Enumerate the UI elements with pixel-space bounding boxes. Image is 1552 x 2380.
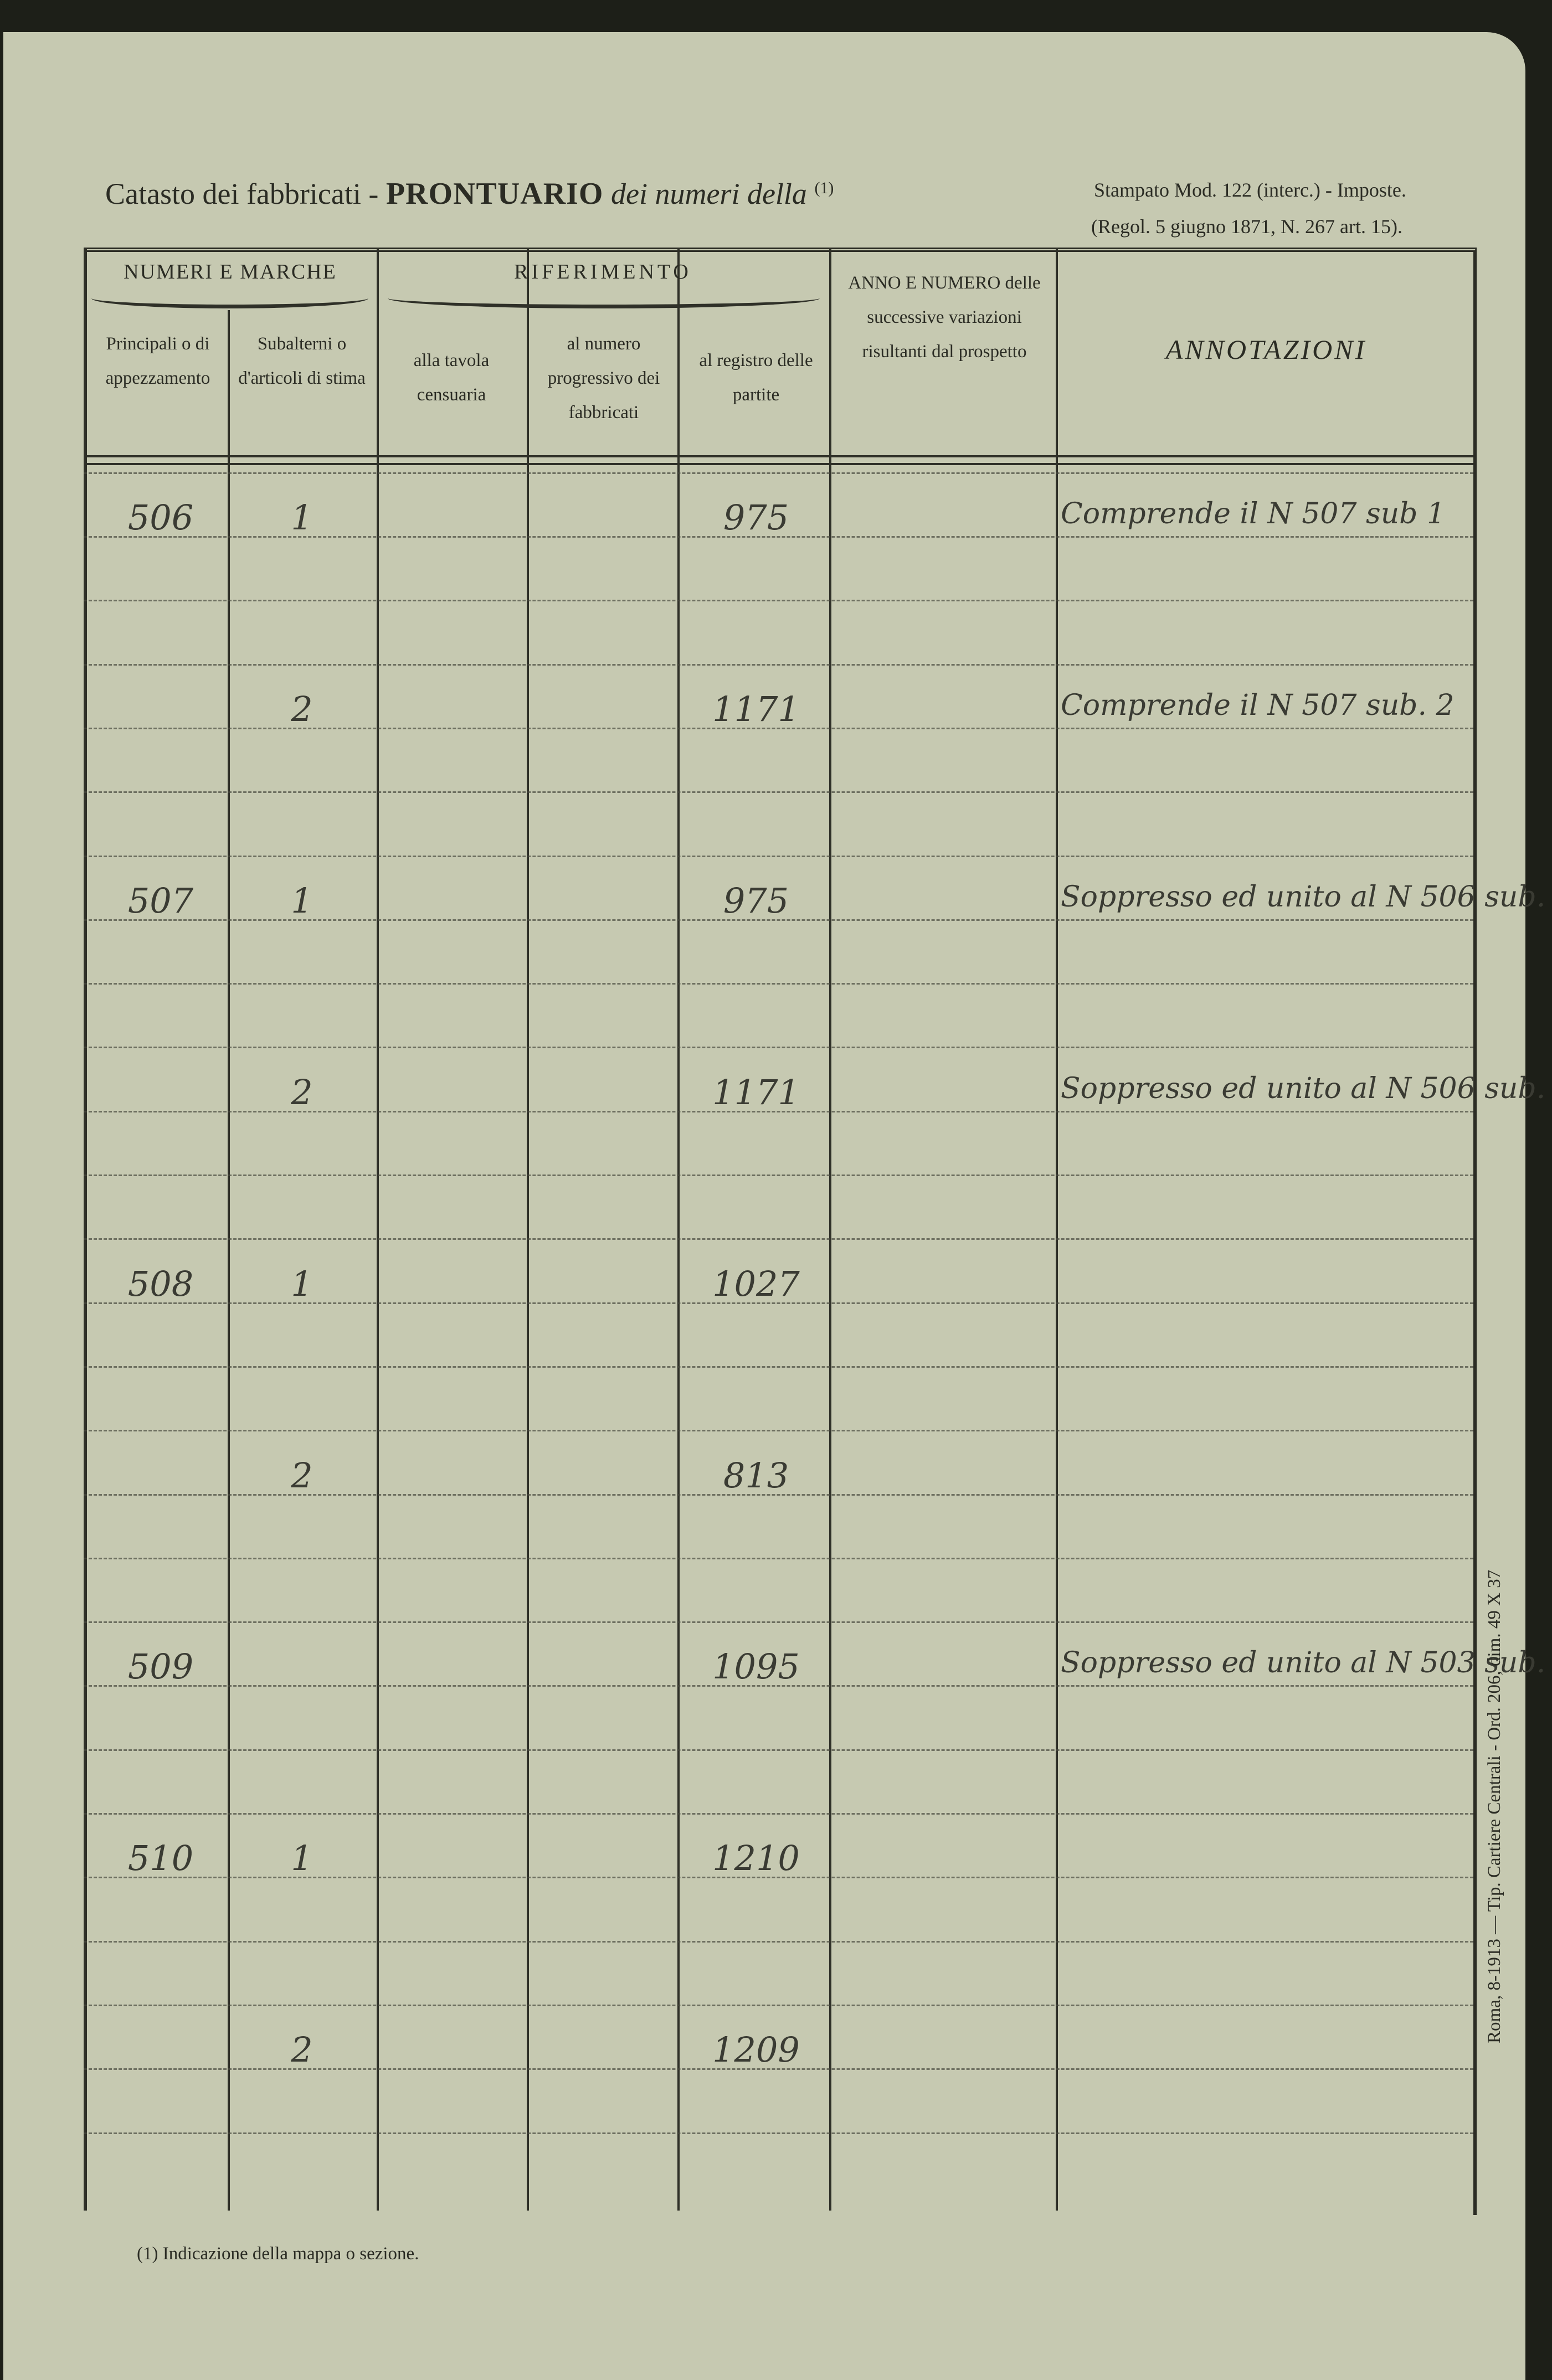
page-title: Catasto dei fabbricati - PRONTUARIO dei … [105,176,834,212]
header-annotazioni: ANNOTAZIONI [1165,334,1367,365]
row-rule [84,1621,1473,1624]
column-divider [377,248,379,2211]
row-rule [84,2068,1473,2070]
cell-subalterno: 1 [291,880,313,921]
row-rule [84,1940,1473,1943]
header-numeri-marche: NUMERI E MARCHE [124,260,337,284]
cell-annotazione: Soppresso ed unito al N 503 sub. 3. [1061,1646,1552,1680]
footnote: (1) Indicazione della mappa o sezione. [137,2244,419,2264]
cell-subalterno: 1 [291,497,313,538]
cell-registro: 1171 [712,688,800,729]
document-page [3,32,1525,2380]
cell-principale: 507 [127,880,194,921]
row-rule [84,1366,1473,1368]
cell-registro: 1210 [712,1838,800,1879]
title-footnote-mark: (1) [814,179,834,197]
cell-annotazione: Comprende il N 507 sub 1 [1061,497,1446,530]
cell-principale: 509 [127,1646,194,1687]
table-border-left [84,248,87,2211]
header-divider [84,455,1473,465]
cell-registro: 813 [723,1455,789,1496]
cell-registro: 975 [723,497,789,538]
title-text: Catasto dei fabbricati - [105,177,386,210]
header-anno-numero: ANNO E NUMERO delle successive variazion… [848,273,1041,362]
row-rule [84,855,1473,857]
header-brace [91,288,368,308]
row-rule [84,536,1473,538]
row-rule [84,727,1473,729]
title-bold: PRONTUARIO [386,177,604,211]
column-divider [228,310,230,2211]
row-rule [84,1877,1473,1879]
row-rule [84,2004,1473,2006]
header-numero: al numero progressivo dei fabbricati [547,334,660,423]
row-rule [84,1238,1473,1240]
row-rule [84,791,1473,794]
cell-subalterno: 2 [291,2029,313,2070]
row-rule [84,919,1473,921]
cell-subalterno: 1 [291,1838,313,1879]
row-rule [84,983,1473,985]
printer-imprint: Roma, 8-1913 — Tip. Cartiere Centrali - … [1484,1569,1504,2043]
cell-principale: 510 [127,1838,194,1879]
cell-registro: 1027 [712,1263,800,1304]
row-rule [84,663,1473,666]
header-principali: Principali o di appezzamento [105,334,210,388]
cell-principale: 508 [127,1263,194,1304]
header-brace [388,288,820,308]
cell-registro: 1171 [712,1071,800,1112]
title-italic: dei numeri della [603,177,815,210]
cell-annotazione: Soppresso ed unito al N 506 sub. 1. [1061,880,1552,914]
column-divider [527,316,529,2211]
row-rule [84,1685,1473,1687]
column-divider [677,316,680,2211]
register-table [84,248,1477,2215]
header-tavola: alla tavola censuaria [413,351,490,405]
row-rule [84,600,1473,602]
row-rule [84,1047,1473,1049]
cell-registro: 975 [723,880,789,921]
row-rule [84,1813,1473,1815]
cell-principale: 506 [127,497,194,538]
header-riferimento: RIFERIMENTO [514,260,692,284]
column-divider [1056,248,1058,2211]
header-subalterni: Subalterni o d'articoli di stima [238,334,366,388]
cell-subalterno: 2 [291,1071,313,1112]
row-rule [84,2132,1473,2134]
row-rule [84,1302,1473,1304]
row-rule [84,1110,1473,1112]
cell-subalterno: 2 [291,688,313,729]
row-rule [84,1430,1473,1432]
cell-registro: 1095 [712,1646,800,1687]
row-rule [84,472,1473,474]
row-rule [84,1749,1473,1751]
row-rule [84,1174,1473,1176]
row-rule [84,1493,1473,1496]
header-registro: al registro delle partite [699,351,813,405]
cell-subalterno: 1 [291,1263,313,1304]
form-model-label: Stampato Mod. 122 (interc.) - Imposte. [1094,179,1406,201]
regulation-label: (Regol. 5 giugno 1871, N. 267 art. 15). [1091,215,1402,238]
column-divider [829,248,831,2211]
row-rule [84,1557,1473,1559]
cell-subalterno: 2 [291,1455,313,1496]
cell-annotazione: Comprende il N 507 sub. 2 [1061,688,1455,722]
cell-registro: 1209 [712,2029,800,2070]
cell-annotazione: Soppresso ed unito al N 506 sub. 2 [1061,1071,1552,1105]
